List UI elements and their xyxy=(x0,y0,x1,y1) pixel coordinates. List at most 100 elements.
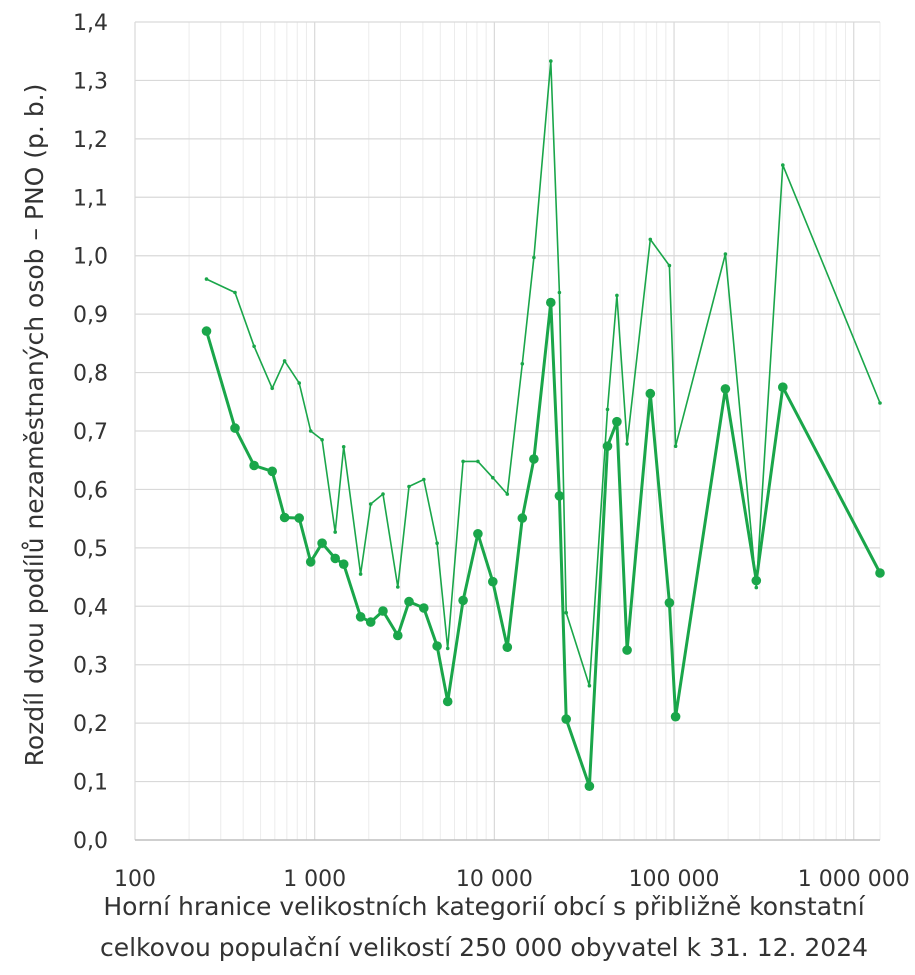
series-thick xyxy=(201,297,885,791)
series-thin-point xyxy=(358,572,363,576)
series-thin-point xyxy=(381,492,385,496)
series-thin-point xyxy=(368,502,373,506)
y-tick-label: 0,9 xyxy=(73,303,108,328)
series-thick-point xyxy=(404,596,414,607)
y-tick-label: 0,0 xyxy=(73,829,108,854)
series-thick-point xyxy=(584,781,595,791)
series-thick-point xyxy=(670,711,681,722)
series-thin-point xyxy=(297,381,302,385)
series-thick-point xyxy=(751,575,762,586)
series-thick-point xyxy=(458,595,468,606)
y-tick-label: 0,8 xyxy=(73,362,108,387)
series-thick-point xyxy=(720,384,731,394)
x-axis-title-line-1: Horní hranice velikostních kategorií obc… xyxy=(103,892,865,921)
series-thick-point xyxy=(267,466,278,477)
series-thick-point xyxy=(517,513,528,523)
series-thin-point xyxy=(333,530,338,534)
series-thin-point xyxy=(204,277,209,281)
series-thick-point xyxy=(317,538,327,548)
series-thick-point xyxy=(279,512,290,523)
x-axis-title-line-2: celkovou populační velikostí 250 000 oby… xyxy=(100,933,868,962)
series-thin-point xyxy=(878,401,882,405)
series-thin-point xyxy=(233,290,237,295)
series-thin-point xyxy=(407,484,411,489)
series-thick-line xyxy=(205,301,882,788)
series-thick-point xyxy=(330,553,341,564)
y-tick-label: 1,2 xyxy=(73,128,108,153)
y-tick-label: 0,3 xyxy=(73,654,108,679)
series-thin-point xyxy=(648,237,653,242)
series-thick-point xyxy=(378,606,388,616)
y-tick-labels: 0,0 0,1 0,2 0,3 0,4 0,5 0,6 0,7 0,8 0,9 1,0 1,1 1,2 1… xyxy=(73,11,108,854)
y-tick-label: 1,4 xyxy=(73,11,108,36)
series-thin-point xyxy=(605,407,610,412)
y-tick-label: 0,6 xyxy=(73,478,108,503)
y-tick-label: 1,3 xyxy=(73,69,108,94)
series-thick-point xyxy=(393,630,403,641)
series-thin xyxy=(204,59,882,688)
x-tick-labels: 100 1 000 10 000 100 000 1 000 000 xyxy=(114,867,910,892)
series-thin-point xyxy=(320,438,324,442)
series-thin-point xyxy=(270,386,275,391)
series-thin-line xyxy=(206,60,881,687)
series-thick-point xyxy=(645,388,656,399)
series-thin-point xyxy=(422,477,426,482)
series-thin-point xyxy=(282,359,287,363)
series-thick-point xyxy=(432,641,442,651)
y-axis-title: Rozdíl dvou podílů nezaměstnaných osob –… xyxy=(20,84,49,767)
x-tick-label: 1 000 xyxy=(283,867,346,892)
series-thick-point xyxy=(622,645,632,655)
series-thin-point xyxy=(667,263,672,268)
series-thick-point xyxy=(546,297,556,308)
series-thin-point xyxy=(252,344,256,349)
series-thick-point xyxy=(488,576,498,587)
x-tick-label: 10 000 xyxy=(456,867,533,892)
series-thick-point xyxy=(529,454,539,464)
series-thin-point xyxy=(476,459,480,464)
series-thick-point xyxy=(442,696,453,707)
y-tick-label: 1,1 xyxy=(73,186,108,211)
series-thin-point xyxy=(587,683,592,688)
series-thin-point xyxy=(549,59,553,63)
y-tick-label: 0,2 xyxy=(73,712,108,737)
y-tick-label: 0,1 xyxy=(73,771,108,796)
series-thick-point xyxy=(249,460,259,471)
series-thin-point xyxy=(341,445,346,449)
series-thick-point xyxy=(294,513,305,523)
series-thin-point xyxy=(723,252,728,256)
y-tick-label: 0,7 xyxy=(73,420,108,445)
series-thin-point xyxy=(445,646,450,651)
series-thick-point xyxy=(875,568,885,578)
series-thick-point xyxy=(355,612,366,622)
series-thin-point xyxy=(754,585,759,590)
series-layer xyxy=(201,59,885,791)
y-tick-label: 1,0 xyxy=(73,245,108,270)
series-thick-point xyxy=(502,642,513,652)
x-tick-label: 100 000 xyxy=(629,867,720,892)
series-thin-point xyxy=(615,293,619,298)
series-thin-point xyxy=(396,585,400,589)
major-gridlines xyxy=(134,21,880,840)
series-thin-point xyxy=(532,255,536,260)
series-thick-point xyxy=(230,423,240,433)
series-thin-point xyxy=(461,459,465,464)
series-thin-point xyxy=(625,442,629,446)
series-thick-point xyxy=(554,491,565,501)
series-thin-point xyxy=(564,610,568,615)
series-thin-point xyxy=(520,362,525,366)
y-tick-label: 0,5 xyxy=(73,537,108,562)
series-thick-point xyxy=(612,416,622,427)
series-thin-point xyxy=(781,163,785,167)
series-thick-point xyxy=(419,603,429,613)
x-tick-label: 1 000 000 xyxy=(798,867,910,892)
series-thin-point xyxy=(673,444,678,449)
series-thick-point xyxy=(365,617,376,627)
x-tick-label: 100 xyxy=(114,867,156,892)
series-thick-point xyxy=(778,382,788,393)
series-thick-point xyxy=(473,529,483,539)
y-tick-label: 0,4 xyxy=(73,595,108,620)
series-thick-point xyxy=(561,714,571,724)
series-thin-point xyxy=(435,541,439,545)
series-thin-point xyxy=(505,492,510,496)
